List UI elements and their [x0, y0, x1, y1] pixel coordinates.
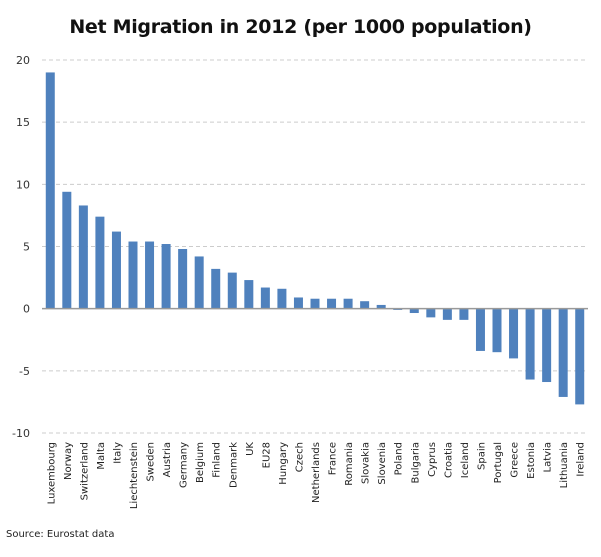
x-tick-label: Sweden [146, 442, 157, 482]
x-tick-label: Iceland [460, 442, 471, 478]
bar [62, 191, 72, 309]
bar [310, 298, 320, 309]
y-tick-label: 20 [16, 54, 30, 67]
y-tick-label: 0 [23, 303, 30, 316]
x-tick-label: Czech [294, 442, 305, 472]
bar [145, 241, 155, 309]
x-tick-label: Finland [212, 442, 223, 478]
x-tick-label: Hungary [278, 442, 289, 485]
y-tick-label: -10 [12, 427, 30, 440]
bar [442, 308, 452, 320]
x-tick-label: Croatia [443, 442, 454, 478]
x-tick-label: Malta [96, 442, 107, 470]
bar [178, 248, 188, 309]
x-tick-label: Liechtenstein [129, 442, 140, 509]
x-tick-label: Romania [344, 442, 355, 486]
x-tick-label: EU28 [261, 442, 272, 468]
bar [95, 216, 105, 309]
x-tick-label: Norway [63, 442, 74, 480]
bar [260, 287, 270, 309]
x-tick-label: Switzerland [79, 442, 90, 500]
x-tick-label: Luxembourg [46, 442, 57, 504]
x-tick-label: Austria [162, 442, 173, 477]
x-tick-label: Poland [394, 442, 405, 475]
bar [277, 288, 287, 309]
x-tick-label: Ireland [576, 442, 587, 477]
x-tick-label: Belgium [195, 442, 206, 483]
bar [343, 298, 353, 309]
source-note: Source: Eurostat data [6, 529, 115, 540]
bar [492, 308, 502, 353]
bar [376, 304, 386, 309]
x-tick-label: Spain [476, 442, 487, 470]
x-tick-label: UK [245, 442, 256, 456]
bar [426, 308, 436, 318]
bar [227, 272, 237, 309]
bar [525, 308, 535, 380]
bar [558, 308, 568, 397]
x-tick-label: Cyprus [427, 442, 438, 477]
bar [45, 72, 55, 309]
x-tick-label: Portugal [493, 442, 504, 483]
y-tick-label: -5 [19, 365, 30, 378]
bar [575, 308, 585, 405]
bar [509, 308, 519, 359]
bar [327, 298, 337, 309]
bar [409, 308, 419, 314]
bar [459, 308, 469, 320]
x-tick-label: Estonia [526, 442, 537, 479]
x-tick-label: Netherlands [311, 442, 322, 503]
y-tick-label: 15 [16, 116, 30, 129]
x-tick-label: Latvia [543, 442, 554, 472]
bar [293, 297, 303, 309]
bar [244, 280, 254, 309]
x-tick-label: Slovenia [377, 442, 388, 485]
y-tick-label: 5 [23, 241, 30, 254]
x-tick-label: Slovakia [361, 442, 372, 484]
x-tick-label: Greece [510, 442, 521, 478]
bar [211, 268, 221, 309]
bar [542, 308, 552, 383]
bar [161, 244, 171, 309]
chart-title: Net Migration in 2012 (per 1000 populati… [69, 16, 532, 38]
bar [360, 301, 370, 309]
x-tick-label: Bulgaria [410, 442, 421, 483]
y-tick-label: 10 [16, 178, 30, 191]
x-tick-label: Denmark [228, 442, 239, 488]
x-tick-label: Germany [179, 442, 190, 488]
x-tick-label: France [328, 442, 339, 475]
bar [78, 205, 88, 309]
bar [111, 231, 121, 309]
bar [475, 308, 485, 351]
bar [194, 256, 204, 309]
x-tick-label: Lithuania [559, 442, 570, 488]
bar [128, 241, 138, 309]
x-tick-label: Italy [112, 442, 123, 464]
